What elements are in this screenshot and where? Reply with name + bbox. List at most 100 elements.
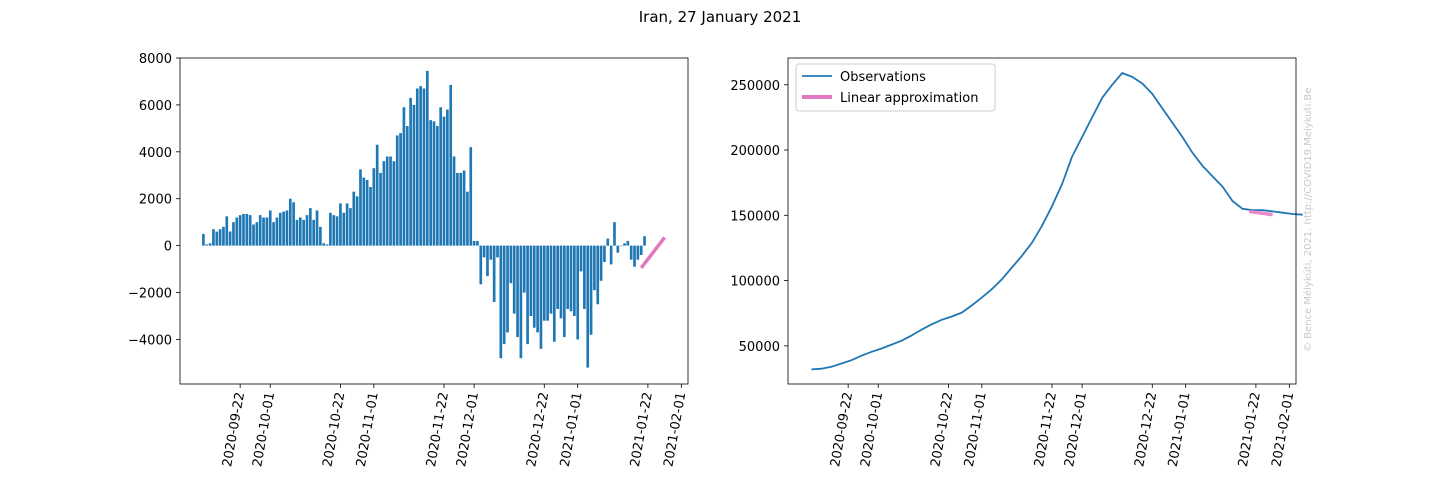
bar — [282, 211, 285, 246]
bar — [319, 226, 322, 246]
bar — [255, 222, 259, 246]
bar-x-tick-label: 2021-01-01 — [558, 391, 586, 468]
bar — [633, 245, 636, 267]
bar — [616, 245, 620, 253]
bar — [566, 245, 570, 309]
bar — [268, 210, 272, 246]
bar — [362, 177, 366, 246]
bar — [222, 226, 225, 246]
bar — [312, 219, 316, 246]
bar — [375, 144, 379, 246]
bar — [466, 191, 469, 246]
bar — [352, 191, 356, 246]
bar — [392, 161, 396, 246]
bar — [436, 126, 439, 246]
bar — [382, 161, 386, 246]
bar-series — [202, 70, 646, 368]
bar — [529, 245, 533, 316]
bar — [399, 133, 402, 246]
bar — [519, 245, 523, 359]
bar — [205, 244, 209, 246]
bar — [609, 245, 613, 265]
bar — [456, 172, 459, 246]
line-x-tick-label: 2021-02-01 — [1269, 391, 1297, 468]
bar — [258, 215, 262, 246]
bar — [245, 213, 249, 246]
bar-y-tick-label: 2000 — [139, 193, 172, 208]
bar — [542, 245, 546, 321]
bar — [248, 215, 252, 246]
bar — [526, 245, 529, 345]
bar — [586, 245, 590, 368]
bar — [389, 156, 392, 246]
bar-x-tick-label: 2021-01-22 — [628, 391, 656, 468]
bar — [355, 196, 359, 246]
bar — [419, 86, 422, 246]
bar — [415, 88, 419, 246]
bar — [262, 217, 265, 246]
line-y-tick-label: 200000 — [730, 144, 780, 159]
bar — [589, 245, 593, 335]
bar — [342, 212, 346, 246]
bar — [492, 245, 496, 302]
bar — [288, 198, 292, 246]
bar — [295, 219, 299, 246]
bar — [629, 245, 633, 260]
line-x-tick-label: 2020-09-22 — [828, 391, 856, 468]
line-x-tick-label: 2020-10-22 — [928, 391, 956, 468]
bar — [516, 245, 519, 338]
bar — [385, 156, 389, 246]
bar-y-tick-label: 4000 — [139, 146, 172, 161]
bar — [639, 245, 643, 256]
bar — [626, 240, 630, 246]
bar-y-tick-label: −2000 — [128, 287, 172, 302]
bar — [549, 245, 553, 314]
bar — [459, 172, 463, 246]
bar — [309, 208, 312, 246]
line-x-tick-label: 2020-12-22 — [1132, 391, 1160, 468]
bar — [449, 84, 453, 246]
bar — [369, 186, 372, 246]
observations-line — [811, 72, 1303, 371]
line-x-tick-label: 2021-01-22 — [1236, 391, 1264, 468]
bar — [462, 170, 466, 246]
bar — [469, 147, 473, 246]
bar — [636, 245, 640, 260]
bar — [509, 245, 513, 284]
legend-observations-label: Observations — [840, 70, 926, 85]
bar — [202, 233, 205, 246]
bar — [252, 224, 255, 246]
bar-x-tick-label: 2020-10-22 — [320, 391, 348, 468]
bar — [372, 168, 376, 246]
legend-frame — [795, 63, 996, 112]
bar — [489, 245, 493, 260]
bar — [379, 172, 382, 246]
line-y-tick-label: 50000 — [739, 340, 780, 355]
bar — [546, 245, 549, 321]
line-x-tick-label: 2020-11-01 — [962, 391, 990, 468]
bar — [402, 107, 406, 246]
bar — [486, 245, 489, 277]
line-x-tick-label: 2020-11-22 — [1032, 391, 1060, 468]
bar — [532, 245, 536, 328]
legend-approximation-label: Linear approximation — [840, 91, 978, 106]
bar — [522, 245, 526, 293]
line-y-tick-label: 150000 — [730, 209, 780, 224]
bar — [365, 179, 369, 246]
bar-y-tick-label: 8000 — [139, 52, 172, 67]
bar — [322, 243, 326, 246]
bar — [429, 120, 432, 246]
bar — [359, 169, 362, 246]
bar — [559, 245, 563, 319]
bar — [599, 245, 603, 281]
bar — [325, 244, 329, 246]
bar-x-tick-label: 2020-10-01 — [250, 391, 278, 468]
bar — [576, 245, 580, 340]
watermark: © Bence Mélykúti, 2021. http://COVID19.M… — [1302, 88, 1314, 352]
bar — [606, 238, 610, 246]
bar — [452, 156, 456, 246]
bar-y-tick-label: 0 — [164, 240, 172, 255]
bar-x-tick-label: 2021-02-01 — [661, 391, 689, 468]
bar — [298, 217, 302, 246]
